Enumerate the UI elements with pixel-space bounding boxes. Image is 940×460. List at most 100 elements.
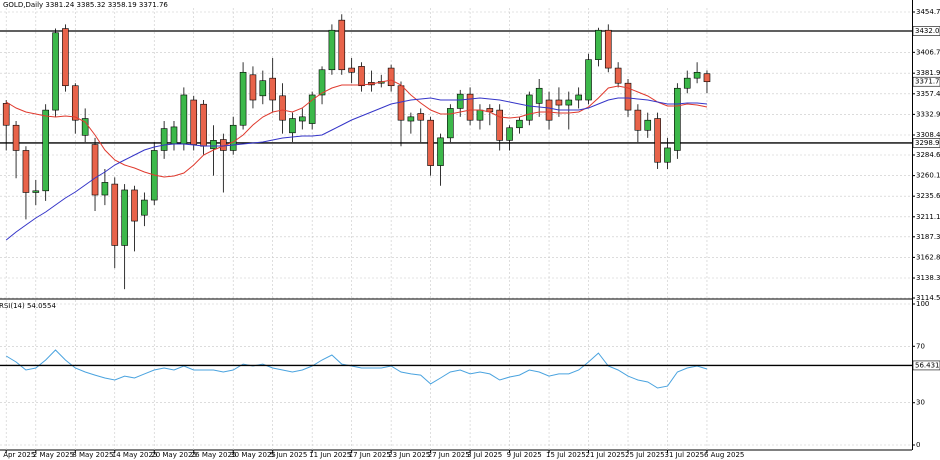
candle-body <box>2 103 10 126</box>
x-tick-label: 6 Aug 2025 <box>704 451 744 459</box>
candle-body <box>604 29 612 69</box>
candle-body <box>506 127 513 141</box>
candle-body <box>683 77 691 89</box>
y-tick-label: 3406.70 <box>916 48 940 56</box>
candle-body <box>634 109 642 131</box>
y-tick-label: 0 <box>916 441 920 449</box>
candle-body <box>289 118 296 134</box>
moving-average <box>5 97 708 241</box>
candle-body <box>101 182 109 196</box>
x-tick-label: Apr 2025 <box>3 451 35 459</box>
candle-body <box>12 124 20 151</box>
y-tick-label: 3235.60 <box>916 192 940 200</box>
level-label: 3298.96 <box>915 139 940 147</box>
candle-body <box>180 94 188 145</box>
indicator-line <box>5 349 708 389</box>
level-label: 3432.09 <box>915 27 940 35</box>
candle-body <box>664 147 671 163</box>
candle-body <box>496 109 504 141</box>
x-tick-label: 5 Jun 2025 <box>270 451 308 459</box>
candle-body <box>279 95 286 121</box>
candle-body <box>308 94 316 124</box>
candle-body <box>111 183 119 246</box>
candle-body <box>427 119 434 166</box>
candle-body <box>81 118 89 136</box>
x-tick-label: 3 Jul 2025 <box>467 451 502 459</box>
candle-body <box>575 94 582 101</box>
candle-body <box>565 99 573 106</box>
candle-body <box>456 93 464 109</box>
x-tick-label: 14 May 2025 <box>112 451 158 459</box>
level-label-box <box>912 138 940 148</box>
candle-body <box>535 87 543 104</box>
candle-body <box>595 29 602 60</box>
y-tick-label: 100 <box>916 300 929 308</box>
candle-body <box>249 74 257 101</box>
y-tick-label: 3260.10 <box>916 172 940 180</box>
candle-body <box>170 126 178 145</box>
y-tick-label: 3138.30 <box>916 274 940 282</box>
candle-body <box>190 99 198 145</box>
candle-body <box>229 124 237 151</box>
y-tick-label: 3308.40 <box>916 131 940 139</box>
price-marker-label: 3371.76 <box>915 78 940 86</box>
y-tick-label: 3187.30 <box>916 233 940 241</box>
candle-body <box>298 116 306 122</box>
candle-body <box>239 71 247 126</box>
x-tick-label: 11 Jun 2025 <box>309 451 351 459</box>
y-tick-label: 3332.90 <box>916 110 940 118</box>
candle-body <box>210 140 217 150</box>
price-marker-box <box>912 76 940 87</box>
x-tick-label: 21 Jul 2025 <box>586 451 626 459</box>
x-tick-label: 15 Jul 2025 <box>546 451 586 459</box>
candle-body <box>71 85 79 121</box>
candle-body <box>131 189 138 222</box>
candle-body <box>52 32 59 111</box>
x-tick-label: 20 May 2025 <box>151 451 197 459</box>
candle-body <box>407 116 415 122</box>
chart-title: GOLD,Daily 3381.24 3385.32 3358.19 3371.… <box>3 1 168 9</box>
candle-body <box>674 87 681 151</box>
candle-body <box>91 144 99 196</box>
moving-average <box>5 79 708 178</box>
candle-body <box>348 67 355 73</box>
candle-body <box>585 59 592 101</box>
candle-body <box>338 19 346 71</box>
x-tick-label: 25 Jul 2025 <box>625 451 665 459</box>
candle-body <box>437 137 444 166</box>
candle-body <box>62 28 69 87</box>
candle-body <box>476 109 484 121</box>
x-tick-label: 27 Jun 2025 <box>428 451 470 459</box>
candle-body <box>328 29 336 71</box>
y-tick-label: 3454.70 <box>916 8 940 16</box>
candle-body <box>397 85 405 121</box>
y-tick-label: 3114.50 <box>916 294 940 302</box>
level-label: 56.4315 <box>915 361 940 369</box>
y-tick-label: 3381.90 <box>916 69 940 77</box>
x-tick-label: 17 Jun 2025 <box>349 451 391 459</box>
candle-body <box>555 99 563 106</box>
candle-body <box>32 190 40 193</box>
candle-body <box>121 189 128 246</box>
x-tick-label: 31 Jul 2025 <box>664 451 704 459</box>
level-label-box <box>912 360 940 371</box>
candle-body <box>141 199 148 216</box>
candle-body <box>526 94 533 121</box>
y-tick-label: 3162.80 <box>916 253 940 261</box>
candle-body <box>42 109 49 192</box>
candle-body <box>269 77 276 101</box>
candle-body <box>259 80 267 97</box>
candle-body <box>358 66 365 87</box>
candle-body <box>693 71 701 79</box>
candle-body <box>417 113 425 121</box>
candle-body <box>466 93 474 121</box>
candle-body <box>644 119 652 131</box>
x-tick-label: 2 May 2025 <box>33 451 74 459</box>
candle-body <box>703 73 711 83</box>
candle-body <box>160 128 168 151</box>
x-tick-label: 26 May 2025 <box>191 451 237 459</box>
candle-body <box>516 119 523 129</box>
candle-body <box>200 103 207 147</box>
candle-body <box>654 118 661 163</box>
